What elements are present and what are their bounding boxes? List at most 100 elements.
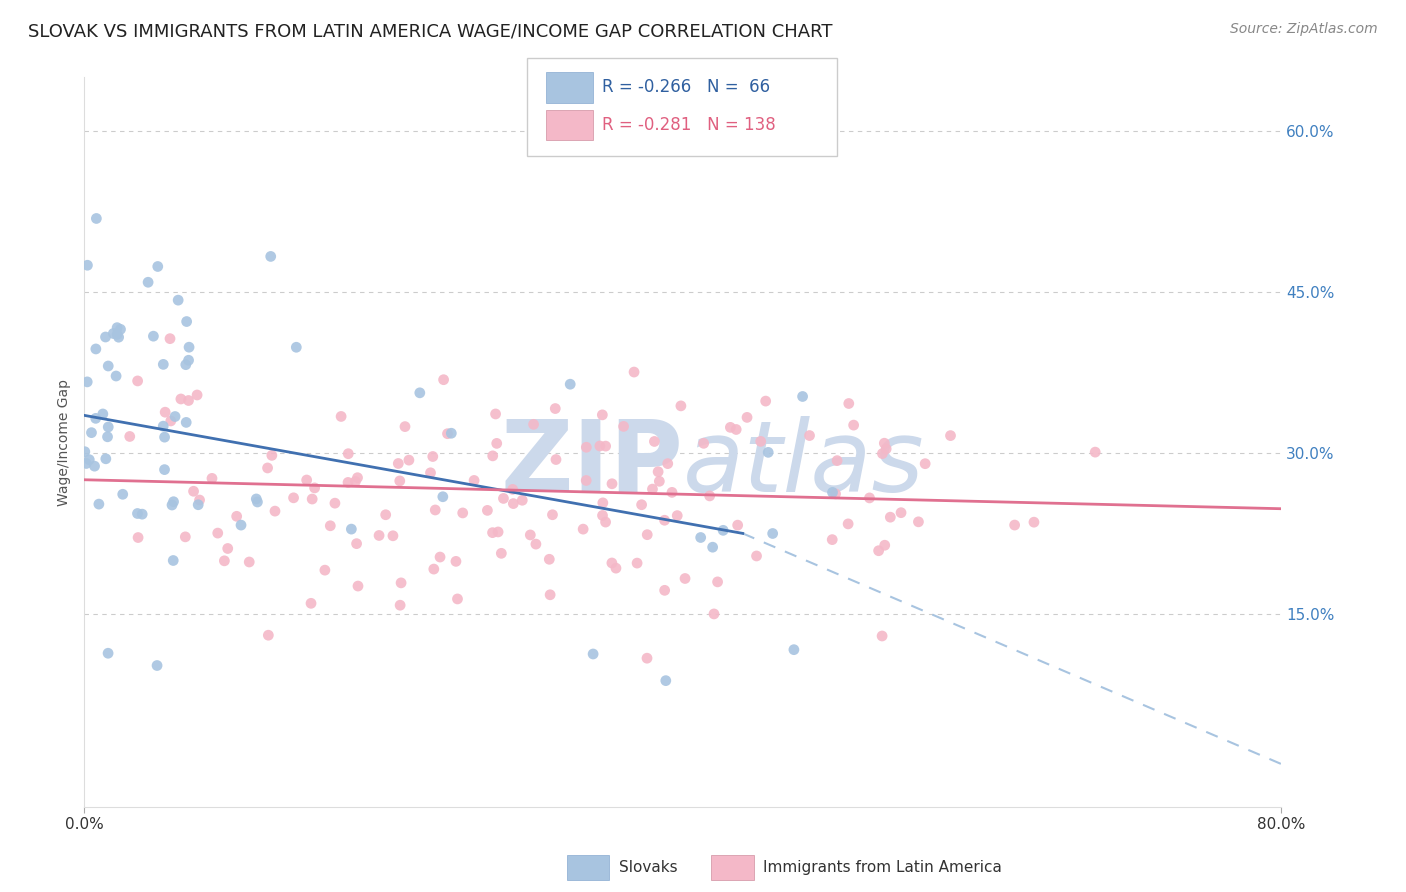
Point bbox=[91, 407, 114, 421]
Point bbox=[174, 416, 197, 430]
Point bbox=[256, 461, 278, 475]
Point bbox=[146, 658, 169, 673]
Point bbox=[595, 515, 617, 529]
Point bbox=[79, 452, 101, 467]
Point bbox=[711, 524, 734, 538]
Point bbox=[821, 533, 844, 547]
Point bbox=[73, 444, 96, 458]
Point bbox=[174, 530, 197, 544]
Point bbox=[159, 332, 181, 346]
Point bbox=[523, 417, 546, 432]
Point bbox=[105, 369, 128, 384]
Point bbox=[76, 375, 98, 389]
Point bbox=[152, 357, 174, 371]
Point bbox=[177, 340, 200, 354]
Point bbox=[225, 509, 247, 524]
Point bbox=[84, 411, 107, 425]
Point bbox=[425, 503, 447, 517]
Point bbox=[346, 471, 368, 485]
Point bbox=[264, 504, 287, 518]
Point bbox=[605, 561, 627, 575]
Point bbox=[337, 447, 360, 461]
Point bbox=[346, 536, 368, 550]
Text: Source: ZipAtlas.com: Source: ZipAtlas.com bbox=[1230, 22, 1378, 37]
Point bbox=[283, 491, 305, 505]
Point bbox=[374, 508, 396, 522]
Point bbox=[107, 330, 129, 344]
Point bbox=[842, 418, 865, 433]
Point bbox=[301, 491, 323, 506]
Point bbox=[177, 353, 200, 368]
Point bbox=[105, 320, 128, 334]
Text: Immigrants from Latin America: Immigrants from Latin America bbox=[763, 860, 1002, 874]
Point bbox=[756, 445, 779, 459]
Point bbox=[1004, 518, 1026, 533]
Point bbox=[330, 409, 353, 424]
Point bbox=[83, 459, 105, 474]
Point bbox=[872, 447, 894, 461]
Point bbox=[177, 393, 200, 408]
Point bbox=[186, 388, 208, 402]
Point bbox=[502, 483, 524, 497]
Point bbox=[295, 473, 318, 487]
Point bbox=[111, 487, 134, 501]
Point bbox=[502, 497, 524, 511]
Point bbox=[636, 527, 658, 541]
Point bbox=[87, 497, 110, 511]
Point bbox=[799, 428, 821, 442]
Point bbox=[165, 409, 187, 424]
Point bbox=[80, 425, 103, 440]
Point bbox=[914, 457, 936, 471]
Point bbox=[217, 541, 239, 556]
Point bbox=[524, 537, 547, 551]
Point bbox=[314, 563, 336, 577]
Point bbox=[127, 531, 149, 545]
Point bbox=[538, 552, 561, 566]
Point bbox=[484, 407, 506, 421]
Point bbox=[572, 522, 595, 536]
Point bbox=[661, 485, 683, 500]
Point bbox=[389, 598, 412, 612]
Text: Slovaks: Slovaks bbox=[619, 860, 678, 874]
Point bbox=[657, 457, 679, 471]
Point bbox=[654, 583, 676, 598]
Point bbox=[600, 476, 623, 491]
Point bbox=[875, 442, 897, 456]
Point bbox=[939, 428, 962, 442]
Point bbox=[162, 553, 184, 567]
Point bbox=[260, 449, 283, 463]
Point bbox=[97, 646, 120, 660]
Point bbox=[127, 374, 149, 388]
Point bbox=[655, 673, 678, 688]
Point bbox=[433, 373, 456, 387]
Point bbox=[510, 493, 533, 508]
Point bbox=[873, 436, 896, 450]
Point bbox=[337, 475, 360, 490]
Point bbox=[538, 588, 561, 602]
Point bbox=[174, 358, 197, 372]
Point bbox=[105, 327, 128, 342]
Point bbox=[344, 475, 367, 489]
Point bbox=[94, 451, 117, 466]
Point bbox=[745, 549, 768, 563]
Point bbox=[394, 419, 416, 434]
Point bbox=[762, 526, 785, 541]
Point bbox=[188, 493, 211, 508]
Point bbox=[689, 531, 711, 545]
Point bbox=[340, 522, 363, 536]
Point bbox=[127, 507, 149, 521]
Point bbox=[699, 489, 721, 503]
Point bbox=[582, 647, 605, 661]
Point bbox=[837, 516, 859, 531]
Point bbox=[783, 642, 806, 657]
Point bbox=[636, 651, 658, 665]
Point bbox=[451, 506, 474, 520]
Point bbox=[873, 538, 896, 552]
Point bbox=[706, 574, 728, 589]
Point bbox=[492, 491, 515, 506]
Point bbox=[821, 485, 844, 500]
Point bbox=[643, 434, 665, 449]
Point bbox=[409, 385, 432, 400]
Point bbox=[825, 453, 848, 467]
Point bbox=[890, 506, 912, 520]
